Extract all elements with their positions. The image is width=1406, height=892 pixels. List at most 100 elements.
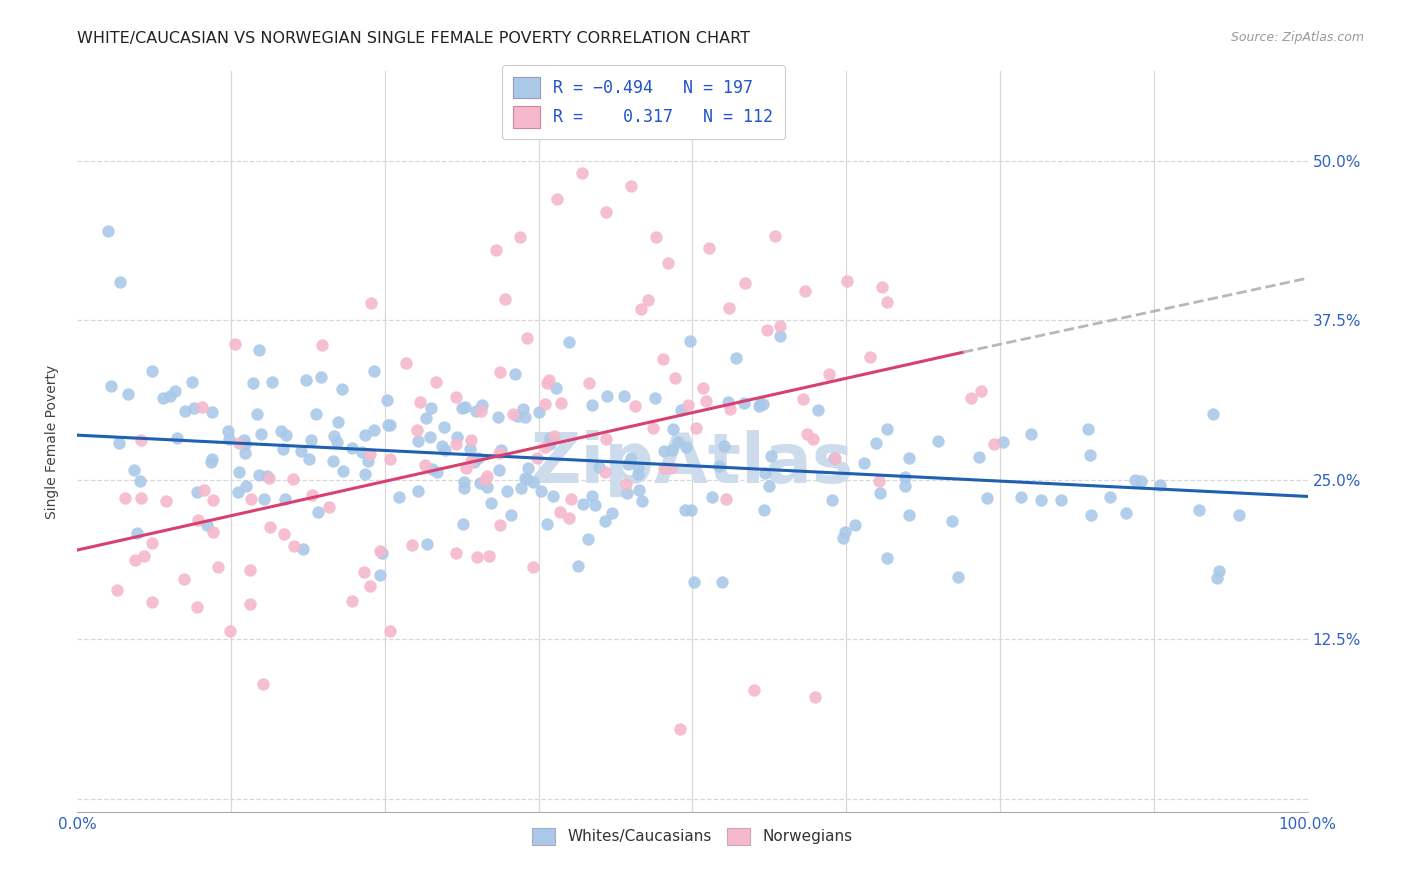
Norwegians xyxy=(201,524,224,539)
Whites/Caucasians xyxy=(530,483,553,498)
Whites/Caucasians xyxy=(946,569,969,583)
Whites/Caucasians xyxy=(596,389,619,403)
Whites/Caucasians xyxy=(420,462,443,476)
Whites/Caucasians xyxy=(273,442,295,456)
Norwegians xyxy=(796,426,818,441)
Whites/Caucasians xyxy=(377,418,399,433)
Norwegians xyxy=(695,394,717,409)
Whites/Caucasians xyxy=(117,387,139,401)
Whites/Caucasians xyxy=(823,450,845,465)
Whites/Caucasians xyxy=(707,459,730,474)
Whites/Caucasians xyxy=(616,485,638,500)
Whites/Caucasians xyxy=(536,517,558,532)
Whites/Caucasians xyxy=(1010,490,1032,504)
Whites/Caucasians xyxy=(332,465,354,479)
Whites/Caucasians xyxy=(342,441,364,455)
Norwegians xyxy=(465,549,488,564)
Whites/Caucasians xyxy=(479,496,502,510)
Norwegians xyxy=(489,518,512,533)
Whites/Caucasians xyxy=(506,409,529,424)
Norwegians xyxy=(401,538,423,552)
Whites/Caucasians xyxy=(180,376,202,390)
Whites/Caucasians xyxy=(576,532,599,546)
Whites/Caucasians xyxy=(477,480,499,494)
Whites/Caucasians xyxy=(97,224,120,238)
Whites/Caucasians xyxy=(357,453,380,467)
Whites/Caucasians xyxy=(453,481,475,495)
Whites/Caucasians xyxy=(669,403,692,417)
Norwegians xyxy=(114,491,136,505)
Whites/Caucasians xyxy=(305,407,328,421)
Whites/Caucasians xyxy=(620,450,643,465)
Whites/Caucasians xyxy=(581,398,603,412)
Norwegians xyxy=(340,593,363,607)
Norwegians xyxy=(186,599,208,614)
Whites/Caucasians xyxy=(388,490,411,504)
Whites/Caucasians xyxy=(898,508,921,523)
Whites/Caucasians xyxy=(717,394,740,409)
Whites/Caucasians xyxy=(195,518,218,533)
Norwegians xyxy=(202,492,225,507)
Whites/Caucasians xyxy=(546,381,568,395)
Norwegians xyxy=(868,475,890,489)
Whites/Caucasians xyxy=(377,392,399,407)
Whites/Caucasians xyxy=(434,443,457,458)
Whites/Caucasians xyxy=(515,471,537,485)
Norwegians xyxy=(489,365,512,379)
Norwegians xyxy=(281,472,304,486)
Norwegians xyxy=(257,471,280,485)
Whites/Caucasians xyxy=(583,499,606,513)
Norwegians xyxy=(623,399,645,413)
Norwegians xyxy=(485,243,508,257)
Whites/Caucasians xyxy=(408,483,430,498)
Whites/Caucasians xyxy=(516,472,538,486)
Whites/Caucasians xyxy=(876,422,898,436)
Norwegians xyxy=(444,437,467,451)
Norwegians xyxy=(641,421,664,435)
Norwegians xyxy=(301,488,323,502)
Whites/Caucasians xyxy=(499,508,522,522)
Norwegians xyxy=(475,468,498,483)
Norwegians xyxy=(368,543,391,558)
Whites/Caucasians xyxy=(613,389,636,403)
Whites/Caucasians xyxy=(163,384,186,398)
Whites/Caucasians xyxy=(754,466,776,480)
Whites/Caucasians xyxy=(127,525,149,540)
Whites/Caucasians xyxy=(166,431,188,445)
Whites/Caucasians xyxy=(174,403,197,417)
Whites/Caucasians xyxy=(751,397,773,411)
Norwegians xyxy=(239,563,262,577)
Whites/Caucasians xyxy=(1115,506,1137,520)
Whites/Caucasians xyxy=(218,432,240,446)
Whites/Caucasians xyxy=(201,451,224,466)
Whites/Caucasians xyxy=(406,434,429,448)
Whites/Caucasians xyxy=(471,398,494,412)
Whites/Caucasians xyxy=(834,524,856,539)
Whites/Caucasians xyxy=(235,479,257,493)
Norwegians xyxy=(193,483,215,497)
Whites/Caucasians xyxy=(415,411,437,425)
Whites/Caucasians xyxy=(247,467,270,482)
Whites/Caucasians xyxy=(226,484,249,499)
Whites/Caucasians xyxy=(627,459,650,474)
Norwegians xyxy=(718,401,741,416)
Whites/Caucasians xyxy=(295,373,318,387)
Whites/Caucasians xyxy=(235,437,257,451)
Whites/Caucasians xyxy=(307,505,329,519)
Whites/Caucasians xyxy=(588,459,610,474)
Norwegians xyxy=(793,284,815,298)
Whites/Caucasians xyxy=(865,435,887,450)
Whites/Caucasians xyxy=(274,427,297,442)
Whites/Caucasians xyxy=(350,445,373,459)
Norwegians xyxy=(105,583,128,598)
Y-axis label: Single Female Poverty: Single Female Poverty xyxy=(45,365,59,518)
Whites/Caucasians xyxy=(832,532,855,546)
Norwegians xyxy=(560,492,582,507)
Whites/Caucasians xyxy=(1229,508,1251,522)
Whites/Caucasians xyxy=(807,402,830,417)
Whites/Caucasians xyxy=(713,439,735,453)
Whites/Caucasians xyxy=(600,506,623,520)
Whites/Caucasians xyxy=(250,427,273,442)
Whites/Caucasians xyxy=(679,503,702,517)
Norwegians xyxy=(311,338,333,352)
